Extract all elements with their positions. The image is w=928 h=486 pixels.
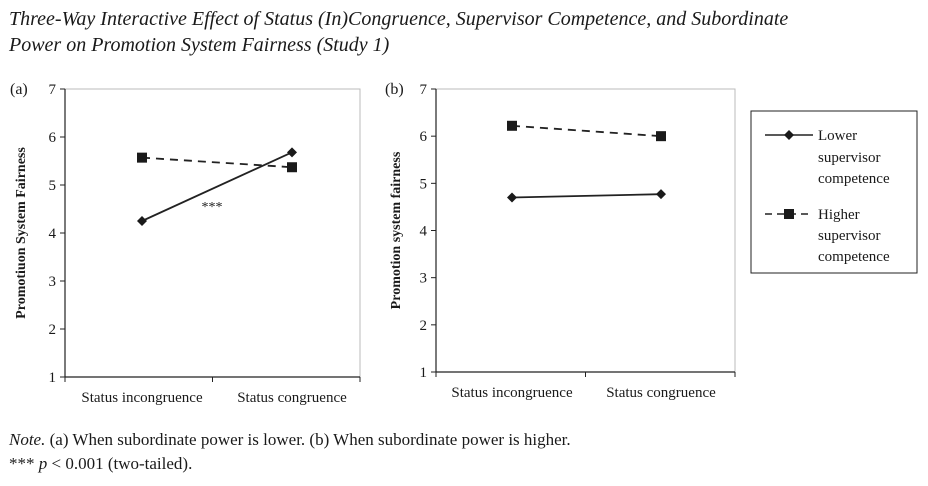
y-tick-label: 1: [49, 370, 57, 386]
data-point-higher: [507, 120, 517, 131]
note-label: Note.: [9, 430, 46, 449]
y-tick-label: 5: [420, 176, 428, 192]
series-line-higher: [511, 124, 662, 138]
figure-title-line-1: Three-Way Interactive Effect of Status (…: [9, 8, 789, 30]
data-point-lower: [137, 216, 147, 226]
figure-title-line-2: Power on Promotion System Fairness (Stud…: [9, 34, 390, 56]
data-point-lower: [287, 147, 297, 158]
note-sig-text: < 0.001 (two-tailed).: [47, 454, 193, 473]
x-category-label: Status incongruence: [451, 385, 573, 401]
panel-label: (a): [10, 81, 28, 98]
x-category-label: Status congruence: [237, 390, 347, 406]
y-tick-label: 2: [420, 318, 428, 334]
legend-square-marker: [784, 209, 794, 219]
legend-lower-line-2: supervisor: [818, 150, 881, 166]
y-tick-label: 6: [420, 129, 428, 145]
series-line-higher: [141, 156, 293, 169]
data-point-higher: [287, 162, 297, 173]
y-tick-label: 4: [49, 226, 57, 242]
figure-title: Three-Way Interactive Effect of Status (…: [9, 6, 924, 58]
series-line-lower: [141, 151, 293, 222]
legend-box: [750, 110, 918, 274]
data-point-lower: [507, 192, 517, 203]
note-line-2: *** p < 0.001 (two-tailed).: [9, 452, 571, 476]
legend-entry-lower: Lower supervisor competence: [765, 128, 890, 187]
y-tick-label: 5: [49, 178, 57, 194]
plot-area-border: [64, 88, 361, 378]
chart-legend: Lower supervisor competence Higher super…: [750, 110, 918, 274]
legend-lower-line-3: competence: [818, 171, 890, 187]
data-point-higher: [137, 152, 147, 163]
y-tick-label: 1: [420, 365, 428, 381]
y-axis-title: Promotion system fairness: [389, 151, 404, 309]
y-tick-label: 3: [49, 274, 57, 290]
y-axis-title: Promotiuon System Fairness: [14, 147, 29, 319]
legend-lower-line-1: Lower: [818, 128, 857, 144]
x-category-label: Status incongruence: [81, 390, 203, 406]
note-line-1: Note. (a) When subordinate power is lowe…: [9, 428, 571, 452]
note-sig-stars: ***: [9, 454, 35, 473]
panel-label: (b): [385, 81, 404, 98]
series-line-lower: [511, 193, 662, 199]
y-tick-label: 7: [420, 82, 428, 98]
x-category-label: Status congruence: [606, 385, 716, 401]
chart-panel-b: 1 2 3 4 5 6 7 Status incongruence Status congrue…: [385, 81, 736, 401]
note-text: (a) When subordinate power is lower. (b)…: [45, 430, 571, 449]
significance-annotation: ***: [202, 200, 223, 215]
legend-higher-line-1: Higher: [818, 207, 860, 223]
figure-note: Note. (a) When subordinate power is lowe…: [9, 428, 571, 476]
y-tick-label: 2: [49, 322, 57, 338]
y-tick-label: 6: [49, 130, 57, 146]
chart-panel-a: 1 2 3 4 5 6 7 Status incongruence Status congrue…: [10, 81, 361, 406]
data-point-lower: [656, 189, 666, 200]
legend-higher-line-3: competence: [818, 249, 890, 265]
y-tick-label: 4: [420, 224, 428, 240]
y-tick-label: 7: [49, 82, 57, 98]
y-tick-label: 3: [420, 271, 428, 287]
legend-diamond-marker: [784, 130, 794, 140]
legend-entry-higher: Higher supervisor competence: [765, 207, 890, 265]
legend-higher-line-2: supervisor: [818, 228, 881, 244]
data-point-higher: [656, 131, 666, 142]
note-p: p: [38, 454, 48, 473]
